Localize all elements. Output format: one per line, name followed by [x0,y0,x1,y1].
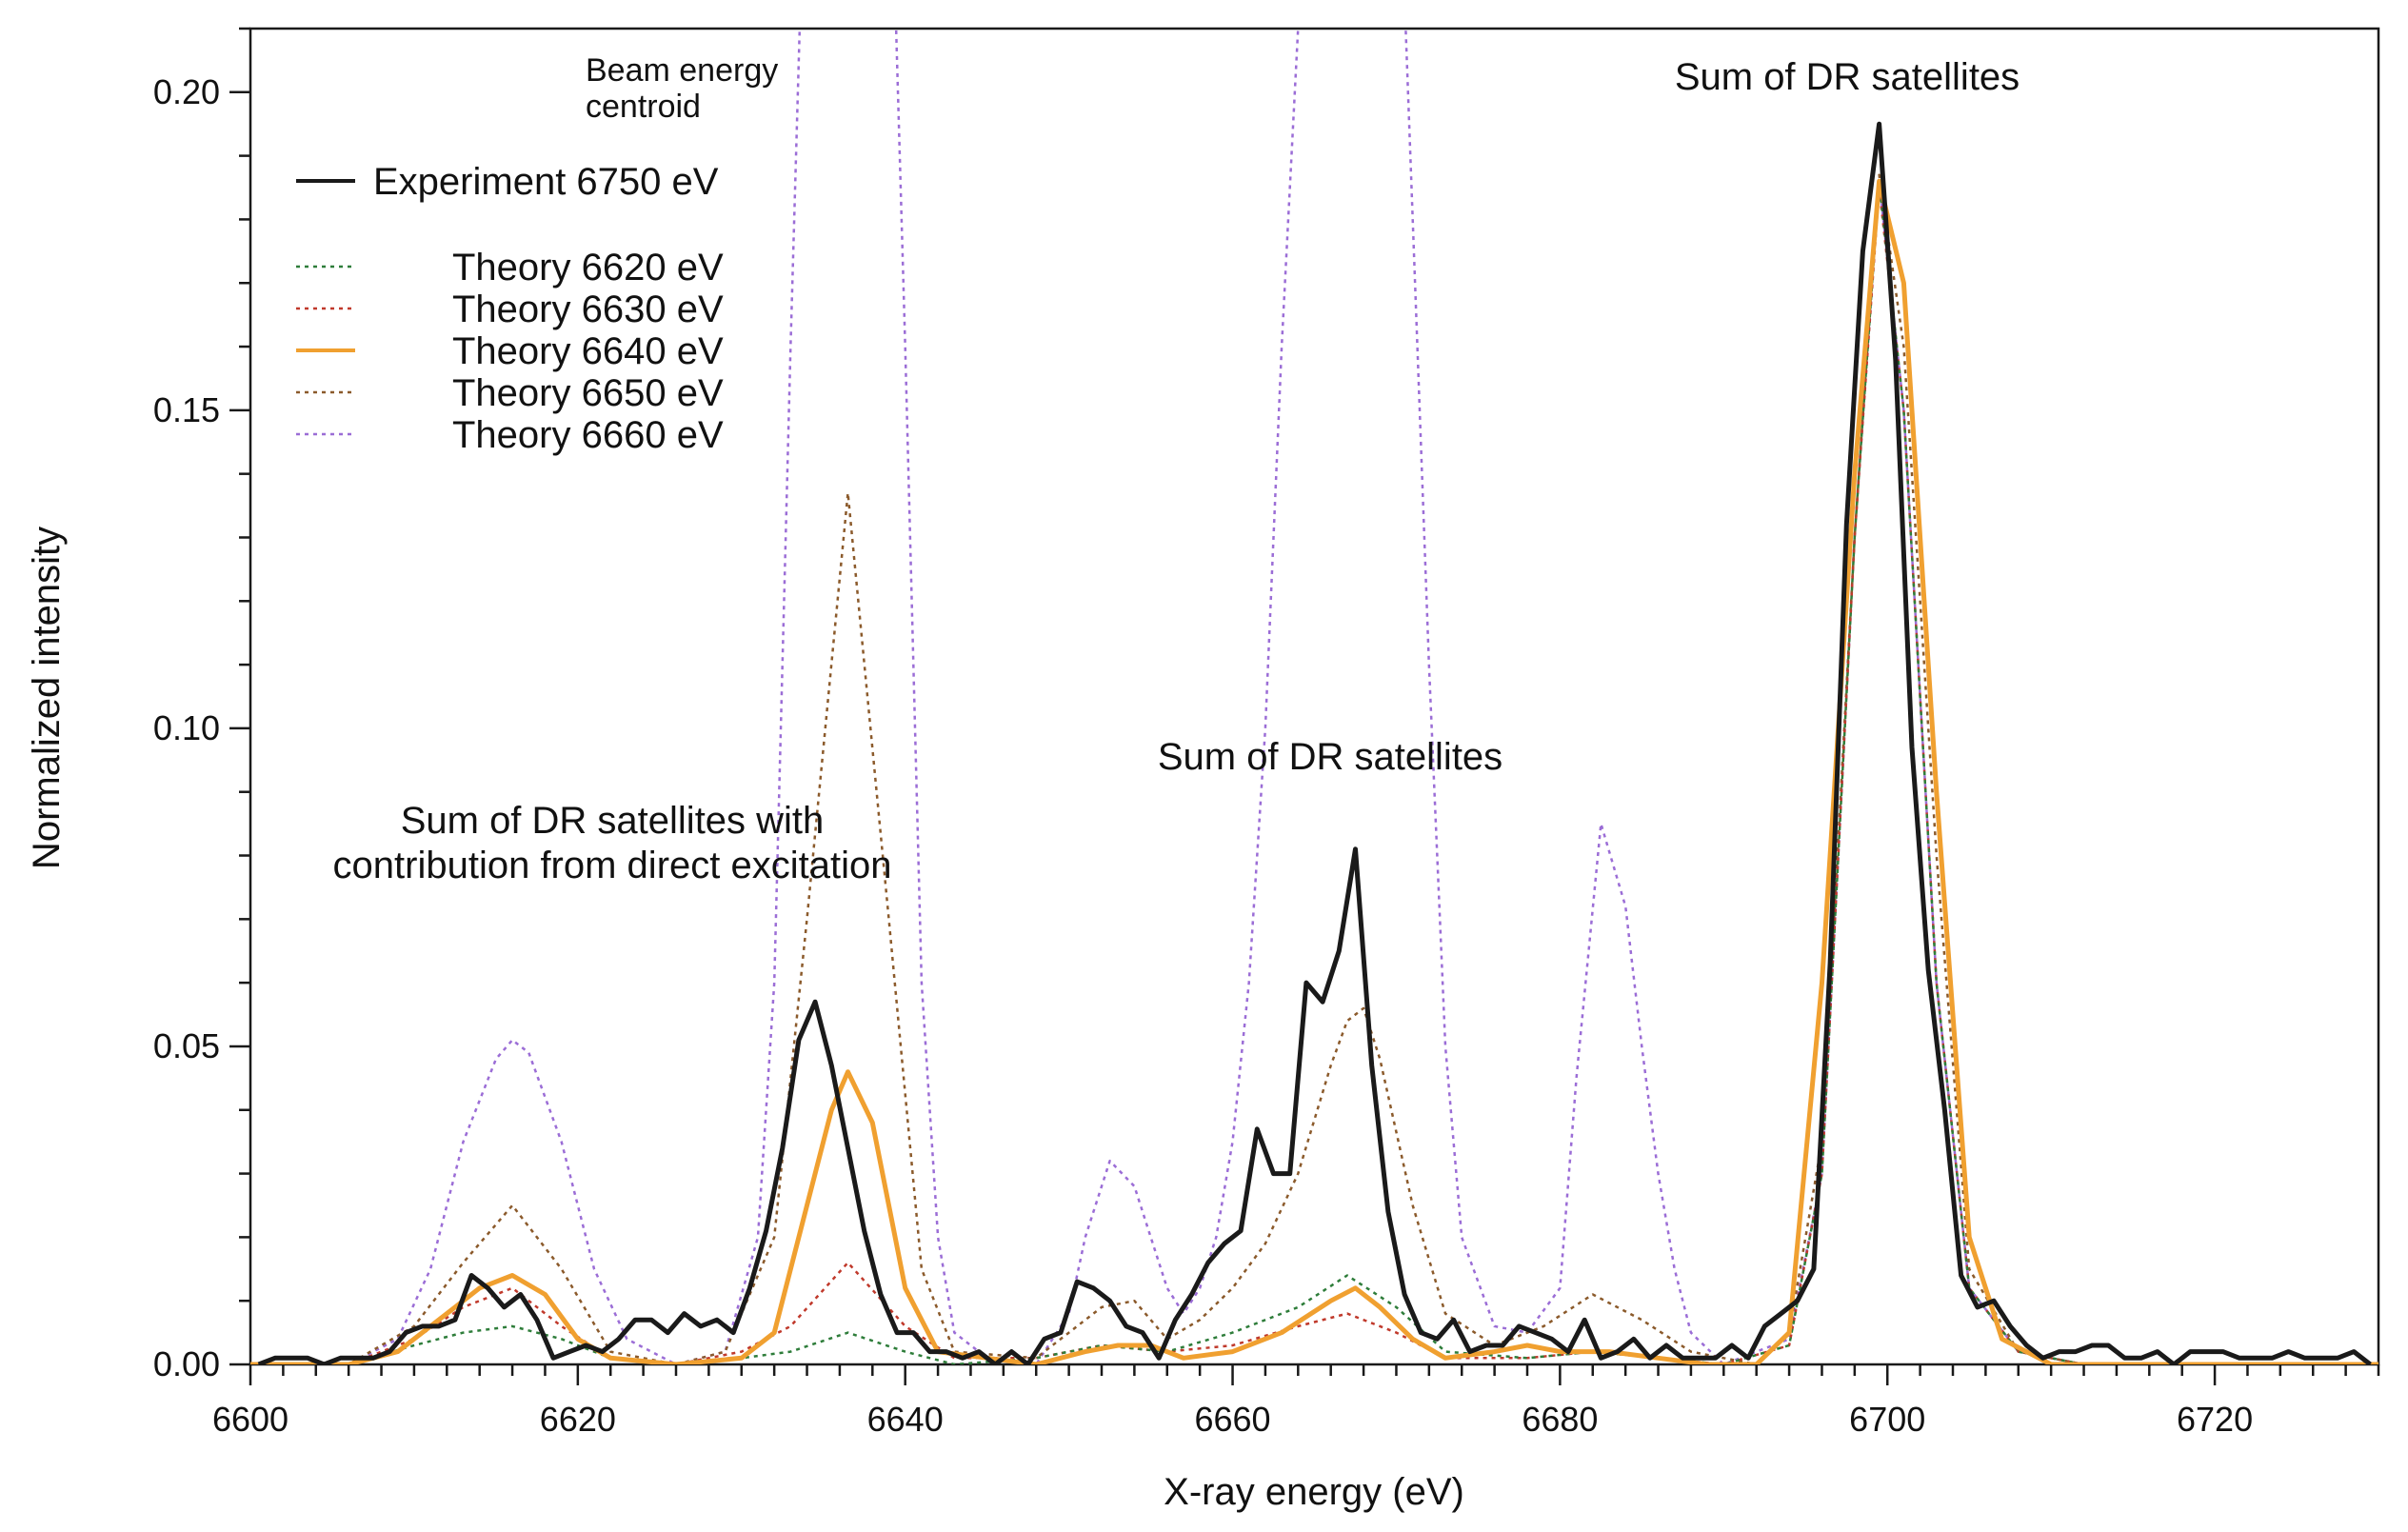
y-tick-label: 0.15 [153,390,220,429]
x-tick-label: 6720 [2177,1400,2253,1439]
series-line-experiment-6750-ev [257,121,2372,1364]
annotation-left-peak-line1: Sum of DR satellites with [401,800,825,842]
x-tick-label: 6660 [1194,1400,1270,1439]
x-tick-label: 6640 [867,1400,944,1439]
x-tick-label: 6700 [1849,1400,1925,1439]
y-tick-label: 0.10 [153,708,220,747]
legend: Experiment 6750 eV Theory 6620 eV Theory… [296,161,724,456]
x-axis-ticks: 6600 6620 6640 6660 6680 6700 6720 [212,1364,2380,1439]
series-line-theory-6660-ev [250,29,2378,1364]
x-tick-label: 6600 [212,1400,289,1439]
plot-frame [249,27,2380,1366]
legend-label-theory-6620: Theory 6620 eV [452,247,724,288]
y-tick-label: 0.00 [153,1344,220,1383]
series-layer [250,29,2378,1364]
series-line-theory-6640-ev [250,178,2378,1364]
legend-label-theory-6630: Theory 6630 eV [452,288,724,330]
y-tick-label: 0.05 [153,1026,220,1065]
x-tick-label: 6680 [1522,1400,1598,1439]
y-tick-label: 0.20 [153,72,220,111]
annotation-right-peak: Sum of DR satellites [1675,56,2020,98]
annotation-beam-line2: centroid [586,89,701,125]
series-line-theory-6630-ev [250,186,2378,1364]
x-tick-label: 6620 [540,1400,616,1439]
x-axis-title: X-ray energy (eV) [1164,1471,1464,1513]
annotation-beam-line1: Beam energy [586,52,778,89]
series-line-theory-6620-ev [250,180,2378,1364]
plot-border [249,27,2380,1366]
annotation-left-peak-line2: contribution from direct excitation [333,845,892,886]
legend-label-theory-6640: Theory 6640 eV [452,330,724,372]
annotation-middle-peak: Sum of DR satellites [1158,736,1503,778]
y-axis-title: Normalized intensity [26,527,68,869]
legend-label-theory-6660: Theory 6660 eV [452,414,724,456]
legend-label-theory-6650: Theory 6650 eV [452,372,724,414]
series-line-theory-6650-ev [250,173,2378,1364]
y-axis-ticks: 0.00 0.05 0.10 0.15 0.20 [153,27,250,1383]
legend-label-experiment: Experiment 6750 eV [373,161,719,203]
